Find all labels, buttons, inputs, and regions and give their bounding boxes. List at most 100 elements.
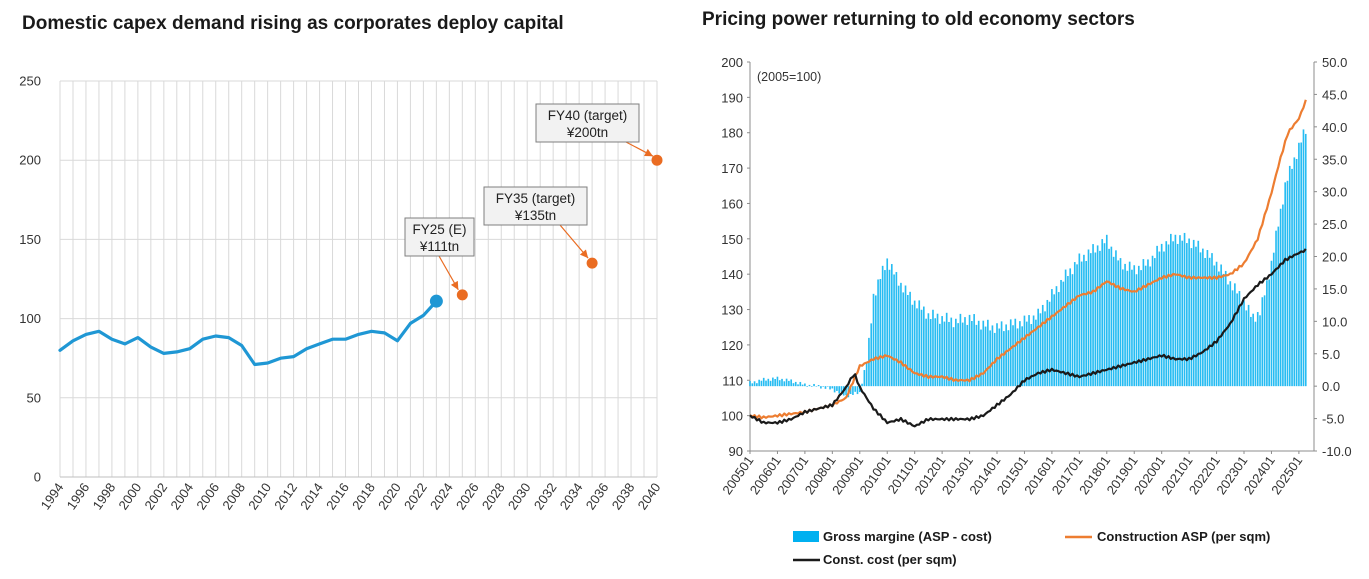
gross-margin-bar [1238, 291, 1241, 387]
right-y-right-tick-label: 25.0 [1322, 217, 1347, 232]
gross-margin-bar [1167, 244, 1170, 387]
gross-margin-bar [801, 384, 804, 387]
gross-margin-bar [817, 385, 820, 387]
gross-margin-bar [1016, 328, 1019, 387]
gross-margin-bar [902, 292, 905, 387]
gross-margin-bar [1302, 129, 1305, 387]
gross-margin-bar [1174, 234, 1177, 387]
legend-swatch-gross-margin [793, 531, 819, 542]
gross-margin-bar [939, 323, 941, 387]
capex-series-line [58, 299, 438, 367]
gross-margin-bar [783, 381, 786, 387]
gross-margin-bar [890, 264, 893, 387]
gross-margin-bar [1304, 133, 1307, 387]
gross-margin-bar [1195, 246, 1197, 387]
fy35-callout-box [483, 186, 588, 226]
gross-margin-bar [1286, 180, 1289, 387]
left-x-tick-label: 2040 [635, 480, 664, 512]
gross-margin-bar [943, 321, 946, 387]
fy35-callout-arrowhead [579, 249, 589, 259]
gross-margin-bar [1188, 238, 1190, 387]
gross-margin-bar [756, 383, 758, 387]
gross-margin-bar [971, 321, 973, 387]
gross-margin-bar [879, 278, 882, 387]
legend-label-gross-margin: Gross margine (ASP - cost) [823, 529, 992, 544]
gross-margin-bar [840, 386, 843, 392]
gross-margin-bar [877, 279, 879, 387]
gross-margin-bar [1295, 158, 1298, 387]
left-x-tick-label: 2028 [479, 480, 508, 512]
gross-margin-bar [977, 320, 980, 387]
gross-margin-bar [1062, 281, 1065, 387]
gross-margin-bar [984, 326, 987, 387]
right-y-right-tick-label: 0.0 [1322, 379, 1340, 394]
fy40-callout-label-line2: ¥200tn [566, 125, 608, 140]
left-y-tick-label: 150 [19, 232, 41, 247]
gross-margin-bar [1270, 260, 1273, 387]
right-chart-note: (2005=100) [757, 70, 821, 84]
left-x-tick-label: 2000 [115, 480, 144, 512]
gross-margin-bar [1096, 245, 1099, 387]
left-x-tick-label: 1996 [64, 480, 93, 512]
gross-margin-bar [1064, 269, 1067, 387]
gross-margin-bar [794, 381, 797, 387]
gross-margin-bar [799, 381, 802, 387]
gross-margin-bar [792, 383, 795, 387]
fy25-callout-box [404, 217, 475, 257]
gross-margin-bar [1087, 249, 1090, 387]
left-x-tick-label: 2008 [219, 480, 248, 512]
fy35-callout-label-line1: FY35 (target) [496, 191, 576, 206]
gross-margin-bar [1158, 251, 1161, 387]
gross-margin-bar [836, 386, 838, 391]
gross-margin-bar [900, 282, 902, 387]
right-y-right-tick-label: 15.0 [1322, 282, 1347, 297]
gross-margin-bar [1186, 243, 1188, 387]
gross-margin-bar [1007, 330, 1010, 387]
gross-margin-bar [913, 300, 916, 387]
fy35-callout-label-line2: ¥135tn [514, 208, 556, 223]
gross-margin-bar [797, 384, 799, 387]
gross-margin-bar [1288, 165, 1291, 387]
gross-margin-bar [934, 318, 937, 387]
gross-margin-bar [1211, 253, 1213, 387]
gross-margin-bar [945, 312, 948, 387]
left-x-tick-label: 2018 [349, 480, 378, 512]
left-y-tick-label: 0 [34, 470, 41, 485]
right-y-right-tick-label: -5.0 [1322, 412, 1344, 427]
gross-margin-bar [856, 386, 859, 395]
gross-margin-bar [874, 295, 877, 387]
gross-margin-bar [1234, 283, 1236, 387]
left-x-tick-label: 2004 [167, 480, 196, 512]
gross-margin-bar [968, 314, 971, 387]
left-x-tick-label: 1998 [89, 480, 118, 512]
fy40-callout-box [535, 103, 640, 143]
gross-margin-bar [1023, 315, 1026, 387]
gross-margin-bar [1142, 259, 1145, 387]
left-y-tick-label: 100 [19, 311, 41, 326]
left-x-tick-label: 2002 [141, 480, 170, 512]
gross-margin-bar [957, 323, 959, 387]
const-cost-line [749, 248, 1307, 428]
gross-margin-bar [1261, 297, 1264, 387]
gross-margin-bar [1014, 318, 1017, 387]
gross-margin-bar [1153, 258, 1156, 387]
gross-margin-bar [1055, 286, 1058, 387]
gross-margin-bar [1101, 239, 1104, 387]
gross-margin-bar [1071, 274, 1074, 387]
gross-margin-bar [1160, 243, 1163, 387]
gross-margin-bar [804, 383, 806, 387]
gross-margin-bar [895, 272, 898, 387]
gross-margin-bar [881, 265, 884, 387]
gross-margin-bar [1252, 313, 1254, 387]
gross-margin-bar [1131, 269, 1133, 387]
gross-margin-bar [1227, 284, 1229, 387]
left-chart-title: Domestic capex demand rising as corporat… [22, 13, 564, 34]
gross-margin-bar [909, 291, 911, 387]
gross-margin-bar [1266, 280, 1268, 387]
left-x-tick-label: 2036 [583, 480, 612, 512]
gross-margin-bar [1053, 294, 1056, 387]
right-y-left-tick-label: 120 [721, 338, 743, 353]
gross-margin-bar [845, 386, 847, 396]
gross-margin-bar [1057, 292, 1060, 387]
